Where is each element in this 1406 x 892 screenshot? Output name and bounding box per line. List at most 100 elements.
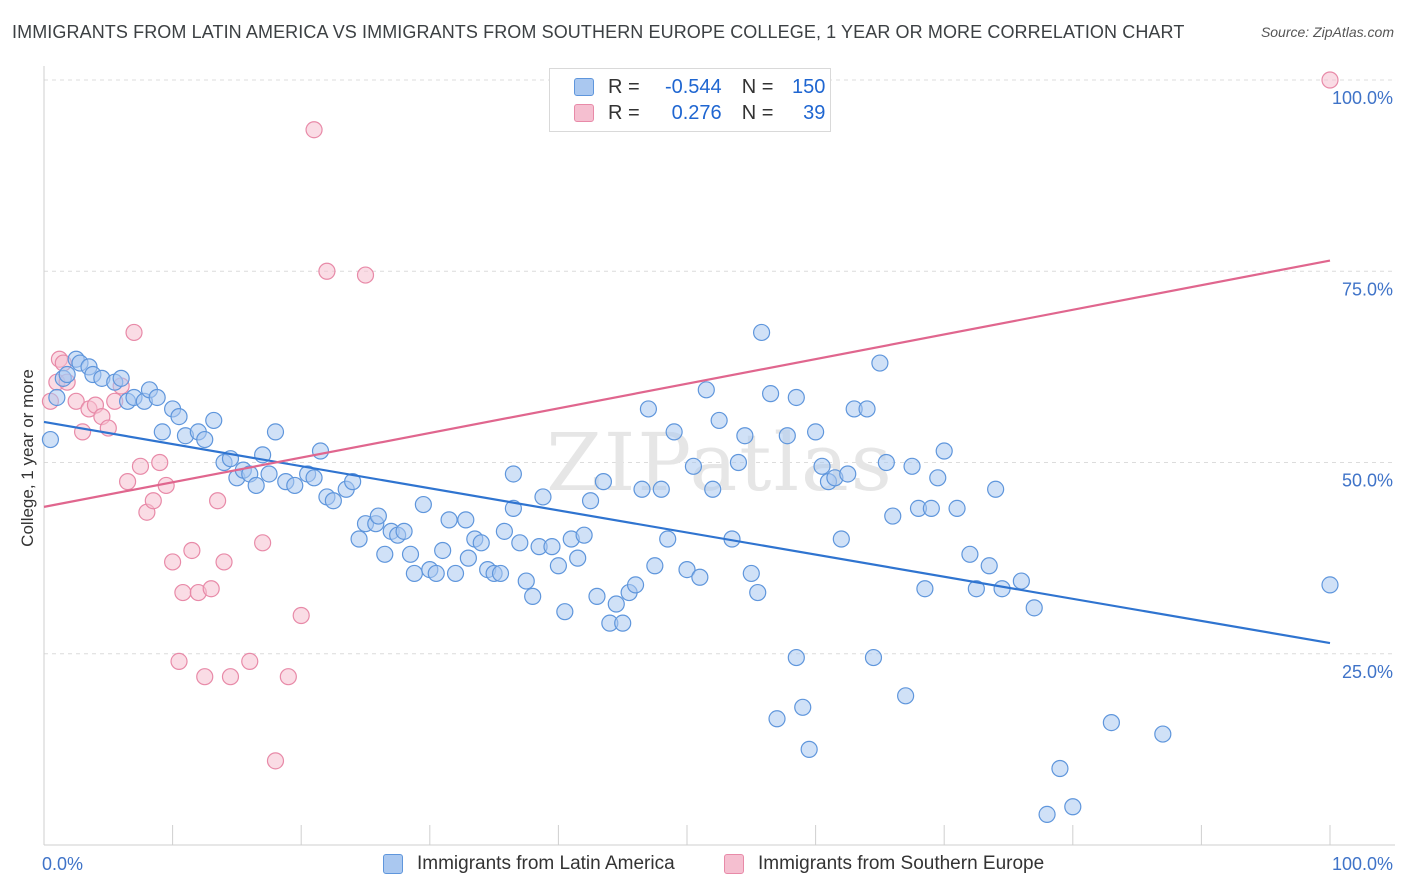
legend-row-southern-europe: R = 0.276 N = 39 xyxy=(574,100,825,126)
latin-america-point xyxy=(697,381,715,399)
legend-n-value: 150 xyxy=(792,75,826,98)
latin-america-point xyxy=(948,499,966,517)
southern-europe-points xyxy=(41,71,1339,770)
latin-america-point xyxy=(639,400,658,418)
latin-america-point xyxy=(311,442,330,460)
southern-europe-point xyxy=(125,323,143,342)
latin-america-point xyxy=(935,442,953,460)
latin-america-point xyxy=(440,511,458,529)
latin-america-point xyxy=(148,388,166,407)
latin-america-point xyxy=(800,740,818,758)
latin-america-point xyxy=(534,488,552,506)
latin-america-point xyxy=(633,480,651,498)
latin-america-point xyxy=(1051,759,1069,778)
latin-america-point xyxy=(344,473,362,491)
latin-america-points xyxy=(41,323,1339,824)
latin-america-point xyxy=(691,568,709,586)
bottom-legend-latin-america: Immigrants from Latin America xyxy=(383,852,675,876)
latin-america-point xyxy=(1102,713,1120,732)
chart-title: IMMIGRANTS FROM LATIN AMERICA VS IMMIGRA… xyxy=(12,22,1185,42)
legend-r-value: 0.276 xyxy=(671,101,722,124)
bottom-legend-swatch-blue xyxy=(383,854,403,874)
latin-america-point xyxy=(987,480,1005,498)
latin-america-point xyxy=(652,480,670,498)
latin-america-point xyxy=(787,648,805,667)
latin-america-point xyxy=(581,492,600,510)
latin-america-point xyxy=(967,580,985,598)
latin-america-point xyxy=(511,534,529,552)
latin-america-point xyxy=(980,557,998,575)
latin-america-point xyxy=(594,473,613,491)
bottom-legend-label: Immigrants from Latin America xyxy=(417,853,675,874)
latin-america-point xyxy=(749,583,767,602)
latin-america-point xyxy=(350,530,368,548)
southern-europe-point xyxy=(174,583,192,602)
latin-america-point xyxy=(324,492,342,510)
latin-america-point xyxy=(260,465,278,483)
latin-america-point xyxy=(813,457,831,475)
latin-america-point xyxy=(614,614,632,632)
latin-america-point xyxy=(1321,576,1339,594)
southern-europe-point xyxy=(73,423,92,441)
latin-america-point xyxy=(434,541,452,560)
watermark: ZIPatlas xyxy=(546,416,894,509)
y-tick-label: 50.0% xyxy=(1342,471,1393,491)
latin-america-point xyxy=(761,385,780,403)
latin-america-point xyxy=(427,564,445,583)
latin-america-point xyxy=(858,400,876,418)
trend-lines xyxy=(43,259,1331,645)
latin-america-point xyxy=(549,557,568,575)
legend-swatch-blue xyxy=(574,78,594,96)
latin-america-point xyxy=(607,595,625,613)
legend-row-latin-america: R = -0.544 N = 150 xyxy=(574,74,825,100)
y-tick-label: 25.0% xyxy=(1342,662,1393,682)
latin-america-point xyxy=(704,480,722,498)
southern-europe-point xyxy=(266,752,285,770)
southern-europe-point xyxy=(215,553,233,571)
latin-america-point xyxy=(897,687,915,705)
latin-america-point xyxy=(491,564,510,583)
latin-america-point xyxy=(922,499,940,517)
latin-america-point xyxy=(446,564,465,583)
latin-america-point xyxy=(266,423,285,441)
latin-america-point xyxy=(376,545,394,563)
latin-america-point xyxy=(871,354,889,372)
legend-r-label: R = xyxy=(608,101,640,124)
latin-america-point xyxy=(48,388,66,407)
southern-europe-point xyxy=(254,534,272,552)
latin-america-point xyxy=(517,572,535,590)
latin-america-point xyxy=(884,507,902,525)
latin-america-point xyxy=(112,369,130,387)
latin-america-point xyxy=(742,564,760,583)
latin-america-point xyxy=(401,545,420,563)
southern-europe-point xyxy=(221,668,240,686)
latin-america-point xyxy=(929,469,947,487)
latin-america-point xyxy=(414,495,432,514)
latin-america-point xyxy=(794,698,812,716)
southern-europe-point xyxy=(1321,71,1339,89)
southern-europe-point xyxy=(144,492,162,510)
southern-europe-point xyxy=(305,121,323,139)
latin-america-point xyxy=(752,323,771,342)
latin-america-point xyxy=(588,587,606,605)
latin-america-point xyxy=(1154,725,1172,743)
latin-america-point xyxy=(877,453,895,472)
latin-america-point xyxy=(626,576,645,594)
latin-america-point xyxy=(575,526,593,544)
latin-america-point xyxy=(305,469,323,487)
legend-n-value: 39 xyxy=(803,101,826,124)
southern-europe-point xyxy=(318,262,336,280)
legend-n-label: N = xyxy=(741,75,774,98)
latin-america-point xyxy=(543,538,561,556)
latin-america-point xyxy=(495,522,513,540)
latin-america-point xyxy=(778,427,796,445)
tick-labels: 25.0% 50.0% 75.0% 100.0% 0.0% 100.0% xyxy=(42,88,1393,874)
southern-europe-point xyxy=(292,606,310,625)
latin-america-point xyxy=(569,549,587,567)
bottom-legend-label: Immigrants from Southern Europe xyxy=(758,853,1045,874)
latin-america-point xyxy=(787,388,805,407)
source-label: Source: ZipAtlas.com xyxy=(1260,24,1394,40)
latin-america-point xyxy=(369,507,387,525)
southern-europe-point xyxy=(164,553,182,571)
